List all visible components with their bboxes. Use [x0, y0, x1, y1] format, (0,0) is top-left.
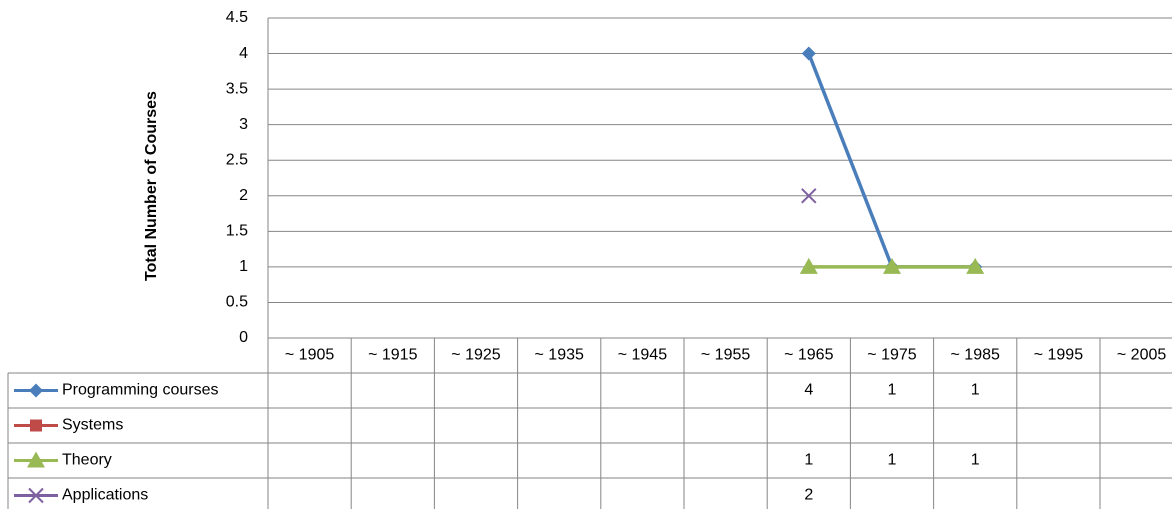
x-tick-label: ~ 1975	[867, 347, 916, 364]
x-tick-label: ~ 1935	[535, 347, 584, 364]
y-tick-label: 4	[239, 45, 248, 62]
point-marker	[801, 46, 816, 61]
table-value: 1	[971, 452, 980, 469]
legend-key-marker	[27, 451, 45, 468]
table-value: 1	[888, 452, 897, 469]
table-value: 1	[888, 382, 897, 399]
table-value: 1	[804, 452, 813, 469]
legend-label: Theory	[62, 452, 112, 469]
legend-key-marker	[29, 383, 43, 398]
point-marker	[801, 188, 817, 204]
y-tick-label: 3	[239, 116, 248, 133]
table-value: 4	[804, 382, 813, 399]
legend-label: Applications	[62, 487, 148, 504]
y-tick-label: 3.5	[226, 80, 248, 97]
point-marker	[883, 257, 901, 274]
y-tick-label: 2	[239, 187, 248, 204]
legend-label: Programming courses	[62, 382, 219, 399]
y-tick-label: 4.5	[226, 9, 248, 26]
legend-label: Systems	[62, 417, 123, 434]
legend-key-marker	[30, 419, 42, 432]
x-tick-label: ~ 1915	[368, 347, 417, 364]
x-tick-label: ~ 1945	[618, 347, 667, 364]
x-tick-label: ~ 2005	[1117, 347, 1166, 364]
table-value: 2	[804, 487, 813, 504]
x-tick-label: ~ 1905	[285, 347, 334, 364]
y-tick-label: 2.5	[226, 151, 248, 168]
point-marker	[966, 257, 985, 274]
x-tick-label: ~ 1995	[1034, 347, 1083, 364]
y-tick-label: 0.5	[226, 294, 248, 311]
x-tick-label: ~ 1925	[451, 347, 500, 364]
y-tick-label: 1.5	[226, 223, 248, 240]
table-value: 1	[971, 382, 980, 399]
x-tick-label: ~ 1985	[951, 347, 1000, 364]
y-tick-label: 0	[239, 329, 248, 346]
y-axis-title: Total Number of Courses	[143, 91, 160, 281]
legend-key-marker	[28, 487, 44, 504]
x-tick-label: ~ 1965	[784, 347, 833, 364]
x-tick-label: ~ 1955	[701, 347, 750, 364]
y-tick-label: 1	[239, 258, 248, 275]
point-marker	[799, 257, 818, 274]
